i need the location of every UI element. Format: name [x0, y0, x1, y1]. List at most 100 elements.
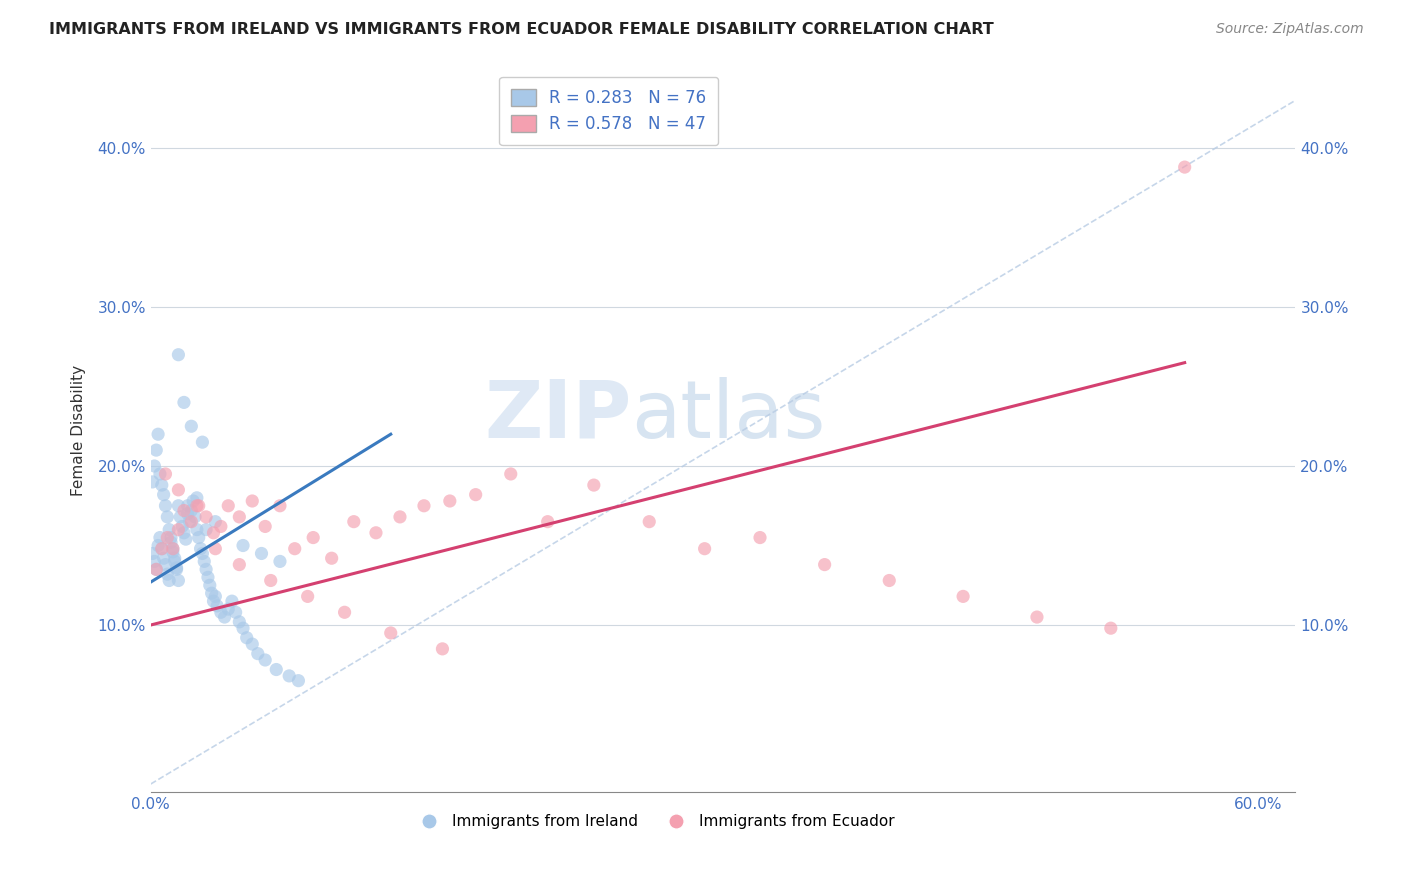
Point — [174, 532, 197, 546]
Point — [333, 605, 356, 619]
Point — [204, 590, 226, 604]
Point — [145, 562, 167, 576]
Point — [186, 523, 208, 537]
Point — [195, 562, 218, 576]
Text: IMMIGRANTS FROM IRELAND VS IMMIGRANTS FROM ECUADOR FEMALE DISABILITY CORRELATION: IMMIGRANTS FROM IRELAND VS IMMIGRANTS FR… — [49, 22, 994, 37]
Point — [228, 558, 250, 572]
Point — [191, 435, 214, 450]
Point — [269, 499, 291, 513]
Point — [143, 458, 166, 473]
Point — [142, 475, 165, 489]
Point — [191, 546, 214, 560]
Text: Source: ZipAtlas.com: Source: ZipAtlas.com — [1216, 22, 1364, 37]
Point — [877, 574, 900, 588]
Point — [264, 663, 287, 677]
Point — [1174, 160, 1197, 174]
Point — [186, 499, 208, 513]
Point — [163, 551, 186, 566]
Point — [173, 503, 195, 517]
Point — [166, 562, 188, 576]
Point — [204, 541, 226, 556]
Point — [246, 647, 269, 661]
Point — [155, 467, 177, 481]
Point — [180, 515, 202, 529]
Point — [413, 499, 436, 513]
Point — [260, 574, 283, 588]
Point — [209, 605, 232, 619]
Point — [167, 348, 190, 362]
Point — [432, 641, 454, 656]
Point — [232, 539, 254, 553]
Point — [142, 546, 165, 560]
Point — [150, 541, 173, 556]
Point — [186, 491, 208, 505]
Point — [167, 574, 190, 588]
Point — [197, 570, 219, 584]
Point — [176, 499, 198, 513]
Point — [254, 519, 277, 533]
Point — [749, 531, 772, 545]
Point — [217, 602, 239, 616]
Point — [364, 525, 387, 540]
Point — [195, 509, 218, 524]
Point — [297, 590, 319, 604]
Point — [202, 525, 225, 540]
Point — [181, 494, 204, 508]
Point — [439, 494, 461, 508]
Y-axis label: Female Disability: Female Disability — [72, 365, 86, 496]
Point — [160, 531, 183, 545]
Text: ZIP: ZIP — [484, 376, 631, 455]
Point — [254, 653, 277, 667]
Point — [156, 509, 179, 524]
Point — [1099, 621, 1122, 635]
Point — [187, 499, 209, 513]
Point — [388, 509, 411, 524]
Point — [217, 499, 239, 513]
Point — [172, 519, 194, 533]
Point — [173, 395, 195, 409]
Point — [582, 478, 605, 492]
Point — [173, 525, 195, 540]
Point — [202, 594, 225, 608]
Point — [187, 531, 209, 545]
Point — [146, 427, 169, 442]
Point — [193, 554, 215, 568]
Point — [221, 594, 243, 608]
Point — [167, 483, 190, 497]
Point — [152, 488, 174, 502]
Point — [145, 443, 167, 458]
Point — [190, 541, 212, 556]
Point — [228, 615, 250, 629]
Point — [160, 535, 183, 549]
Point — [464, 488, 486, 502]
Point — [499, 467, 522, 481]
Point — [157, 523, 180, 537]
Legend: Immigrants from Ireland, Immigrants from Ecuador: Immigrants from Ireland, Immigrants from… — [408, 808, 901, 835]
Point — [380, 626, 402, 640]
Point — [155, 499, 177, 513]
Point — [146, 539, 169, 553]
Point — [228, 509, 250, 524]
Point — [152, 551, 174, 566]
Point — [184, 509, 207, 524]
Point — [269, 554, 291, 568]
Point — [150, 478, 173, 492]
Point — [176, 507, 198, 521]
Point — [693, 541, 716, 556]
Point — [150, 541, 173, 556]
Point — [814, 558, 837, 572]
Point — [145, 562, 167, 576]
Point — [232, 621, 254, 635]
Point — [169, 509, 191, 524]
Point — [149, 531, 172, 545]
Point — [1026, 610, 1049, 624]
Point — [240, 494, 263, 508]
Point — [225, 605, 247, 619]
Point — [157, 574, 180, 588]
Point — [149, 467, 172, 481]
Point — [302, 531, 325, 545]
Point — [284, 541, 307, 556]
Point — [205, 599, 228, 613]
Point — [214, 610, 236, 624]
Text: atlas: atlas — [631, 376, 825, 455]
